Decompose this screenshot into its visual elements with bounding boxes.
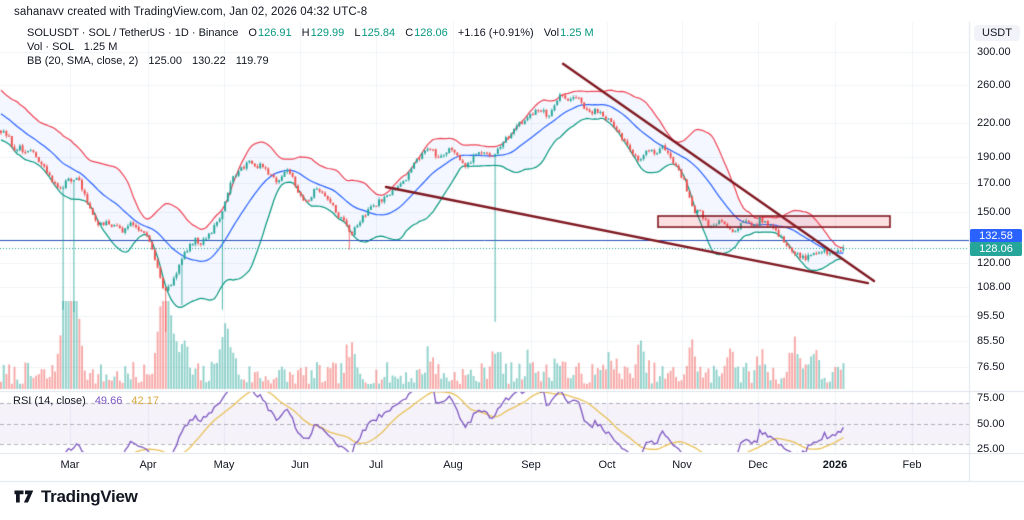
rsi-ma-value: 42.17	[131, 395, 159, 407]
bb-lower-value: 119.79	[235, 55, 269, 67]
volume-label: Vol	[543, 27, 560, 39]
symbol-title[interactable]: SOLUSDT · SOL / TetherUS · 1D · Binance	[27, 27, 239, 39]
rsi-legend-row[interactable]: RSI (14, close) 49.66 42.17	[13, 395, 159, 407]
symbol-legend-row: SOLUSDT · SOL / TetherUS · 1D · Binance …	[27, 27, 594, 39]
low-label: L	[354, 27, 361, 39]
open-label: O	[248, 27, 257, 39]
price-axis-unit-button[interactable]: USDT	[974, 25, 1020, 41]
bb-indicator-title: BB (20, SMA, close, 2)	[27, 55, 139, 67]
volume-indicator-title: Vol · SOL	[27, 41, 74, 53]
volume-indicator-value: 1.25 M	[83, 41, 118, 53]
high-label: H	[301, 27, 310, 39]
bb-basis-value: 125.00	[148, 55, 182, 67]
close-value: 128.06	[414, 27, 448, 39]
bb-upper-value: 130.22	[192, 55, 226, 67]
change-value: +1.16 (+0.91%)	[457, 27, 534, 39]
attribution-text: sahanavv created with TradingView.com, J…	[14, 6, 368, 18]
tradingview-logo-icon	[14, 490, 34, 503]
price-line-badge: 132.58	[970, 228, 1022, 243]
bb-legend-row[interactable]: BB (20, SMA, close, 2) 125.00 130.22 119…	[27, 55, 269, 67]
volume-legend-row[interactable]: Vol · SOL 1.25 M	[27, 41, 117, 53]
current-price-badge: 128.06	[970, 241, 1022, 256]
tradingview-logo[interactable]: TradingView	[13, 486, 138, 507]
tradingview-logo-text: TradingView	[41, 486, 138, 506]
low-value: 125.84	[361, 27, 396, 39]
high-value: 129.99	[310, 27, 345, 39]
rsi-value: 49.66	[94, 395, 123, 407]
volume-value: 1.25 M	[560, 27, 594, 39]
rsi-indicator-title: RSI (14, close)	[13, 395, 86, 407]
open-value: 126.91	[257, 27, 292, 39]
close-label: C	[405, 27, 414, 39]
